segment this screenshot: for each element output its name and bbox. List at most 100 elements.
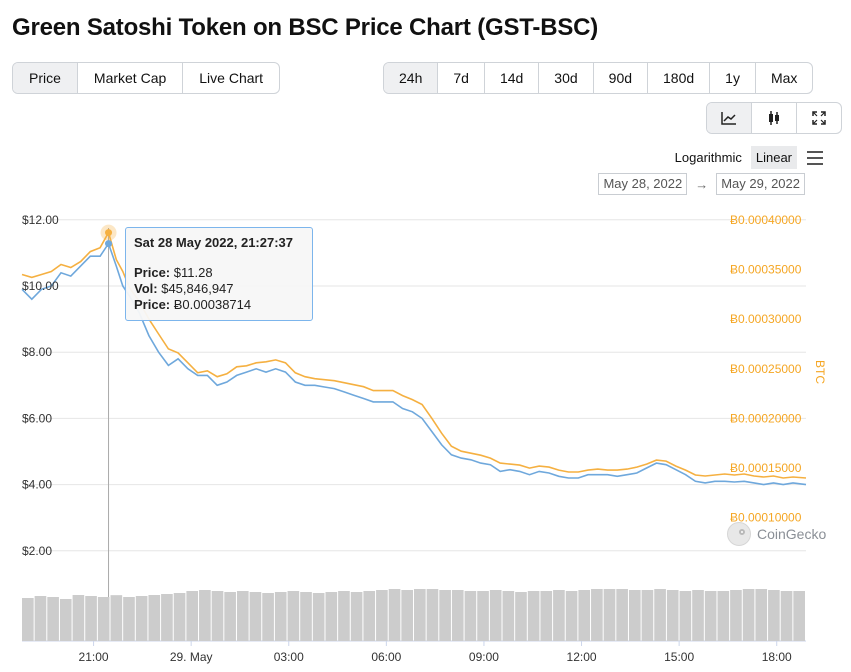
volume-bar xyxy=(654,589,666,641)
y-right-axis-title: BTC xyxy=(813,360,827,384)
volume-bar xyxy=(565,591,578,641)
x-tick-label: 21:00 xyxy=(79,650,109,664)
volume-bar xyxy=(236,591,249,641)
tab-range-1y[interactable]: 1y xyxy=(709,63,755,93)
volume-bar xyxy=(451,590,464,641)
volume-bar xyxy=(401,590,413,641)
y-right-tick-label: Ƀ0.00025000 xyxy=(730,362,802,376)
volume-bar xyxy=(350,592,363,641)
tab-range-90d[interactable]: 90d xyxy=(592,63,647,93)
x-tick-label: 09:00 xyxy=(469,650,499,664)
y-left-tick-label: $2.00 xyxy=(22,544,52,558)
volume-bar xyxy=(325,592,338,641)
tab-range-max[interactable]: Max xyxy=(754,63,812,93)
y-right-tick-label: Ƀ0.00010000 xyxy=(730,511,802,525)
y-right-tick-label: Ƀ0.00040000 xyxy=(730,213,802,227)
volume-bar xyxy=(666,590,679,641)
volume-bar xyxy=(186,591,199,641)
volume-bar xyxy=(755,589,768,641)
y-left-tick-label: $6.00 xyxy=(22,411,52,425)
x-tick-label: 12:00 xyxy=(567,650,597,664)
volume-bar xyxy=(692,590,704,641)
watermark-text: CoinGecko xyxy=(757,526,827,542)
volume-bar xyxy=(426,589,439,641)
volume-bar xyxy=(249,592,262,641)
volume-bar xyxy=(730,590,742,641)
logarithmic-option[interactable]: Logarithmic xyxy=(674,150,742,165)
y-left-tick-label: $12.00 xyxy=(22,213,59,227)
volume-bar xyxy=(300,592,312,641)
volume-bar xyxy=(793,591,805,641)
tooltip-price-value: $11.28 xyxy=(173,265,213,280)
volume-bar xyxy=(742,589,755,641)
volume-bar xyxy=(641,590,654,641)
y-left-tick-label: $8.00 xyxy=(22,345,52,359)
tab-range-30d[interactable]: 30d xyxy=(538,63,592,93)
chart-tooltip: Sat 28 May 2022, 21:27:37 Price: $11.28 … xyxy=(125,227,313,321)
volume-bar xyxy=(489,590,502,641)
y-right-tick-label: Ƀ0.00035000 xyxy=(730,263,802,277)
usd-hover-marker xyxy=(105,240,113,248)
x-tick-label: 18:00 xyxy=(762,650,792,664)
axis-labels: $12.00 $10.00 $8.00 $6.00 $4.00 $2.00 Ƀ0.00040… xyxy=(22,213,827,664)
volume-bar xyxy=(388,589,401,641)
volume-bar xyxy=(274,592,287,641)
time-range-tabs: 24h 7d 14d 30d 90d 180d 1y Max xyxy=(383,62,814,94)
y-right-tick-label: Ƀ0.00030000 xyxy=(730,312,802,326)
volume-bar xyxy=(123,597,135,641)
volume-bar xyxy=(148,595,161,641)
volume-bar xyxy=(173,593,186,641)
date-from-input[interactable]: May 28, 2022 xyxy=(598,173,688,195)
linear-option[interactable]: Linear xyxy=(750,146,797,169)
volume-bar xyxy=(72,595,85,641)
volume-bar xyxy=(312,593,325,641)
tooltip-price-label: Price: xyxy=(134,265,171,280)
date-to-input[interactable]: May 29, 2022 xyxy=(716,173,805,195)
chart-type-tabs: Price Market Cap Live Chart xyxy=(12,62,281,94)
coingecko-watermark: CoinGecko xyxy=(727,522,826,546)
volume-bar xyxy=(85,596,97,641)
volume-bar xyxy=(515,592,527,641)
volume-bar xyxy=(97,597,110,641)
volume-bar xyxy=(338,591,350,641)
volume-bar xyxy=(553,590,565,641)
tab-range-24h[interactable]: 24h xyxy=(384,63,438,93)
tab-range-180d[interactable]: 180d xyxy=(647,63,709,93)
volume-bar xyxy=(34,596,47,641)
line-chart-icon xyxy=(721,112,736,125)
tab-range-14d[interactable]: 14d xyxy=(483,63,538,93)
volume-bar xyxy=(287,591,300,641)
tooltip-btc-value: Ƀ0.00038714 xyxy=(173,297,252,312)
volume-bars xyxy=(22,589,805,641)
line-chart-button[interactable] xyxy=(707,103,751,133)
tab-range-7d[interactable]: 7d xyxy=(437,63,484,93)
volume-bar xyxy=(110,595,123,641)
volume-bar xyxy=(616,589,628,641)
volume-bar xyxy=(780,591,793,641)
coingecko-logo-icon xyxy=(727,522,751,546)
date-arrow: → xyxy=(695,176,709,192)
x-tick-label: 15:00 xyxy=(664,650,694,664)
hamburger-menu-icon[interactable] xyxy=(807,150,823,165)
tooltip-date: Sat 28 May 2022, 21:27:37 xyxy=(134,235,293,250)
volume-bar xyxy=(768,590,780,641)
x-tick-label: 03:00 xyxy=(274,650,304,664)
volume-bar xyxy=(477,591,489,641)
volume-bar xyxy=(717,591,730,641)
volume-bar xyxy=(464,591,477,641)
tab-market-cap[interactable]: Market Cap xyxy=(76,63,182,93)
volume-bar xyxy=(161,594,173,641)
volume-bar xyxy=(199,590,211,641)
fullscreen-button[interactable] xyxy=(796,103,841,133)
tab-live-chart[interactable]: Live Chart xyxy=(182,63,279,93)
y-left-tick-label: $4.00 xyxy=(22,478,52,492)
volume-bar xyxy=(679,591,692,641)
volume-bar xyxy=(135,596,148,641)
candlestick-button[interactable] xyxy=(751,103,796,133)
y-right-tick-label: Ƀ0.00020000 xyxy=(730,411,802,425)
volume-bar xyxy=(22,598,34,641)
volume-bar xyxy=(603,589,616,641)
volume-bar xyxy=(47,597,59,641)
tab-price[interactable]: Price xyxy=(13,63,77,93)
volume-bar xyxy=(628,590,641,641)
